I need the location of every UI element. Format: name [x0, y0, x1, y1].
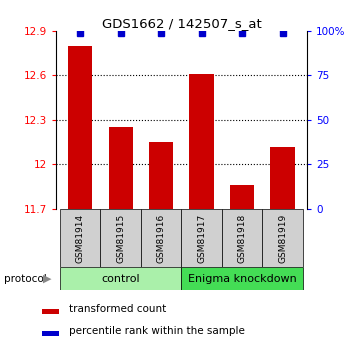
Bar — [42, 309, 60, 314]
Title: GDS1662 / 142507_s_at: GDS1662 / 142507_s_at — [101, 17, 261, 30]
Text: GSM81914: GSM81914 — [76, 214, 85, 263]
FancyBboxPatch shape — [141, 209, 182, 267]
Text: percentile rank within the sample: percentile rank within the sample — [69, 326, 245, 336]
Bar — [270, 147, 295, 209]
Bar — [109, 127, 133, 209]
Text: transformed count: transformed count — [69, 304, 166, 314]
FancyBboxPatch shape — [182, 209, 222, 267]
Text: GSM81919: GSM81919 — [278, 214, 287, 263]
Text: ▶: ▶ — [43, 274, 51, 284]
FancyBboxPatch shape — [182, 267, 303, 290]
Bar — [190, 74, 214, 209]
Bar — [149, 142, 173, 209]
Text: GSM81916: GSM81916 — [157, 214, 166, 263]
Bar — [68, 46, 92, 209]
FancyBboxPatch shape — [60, 267, 182, 290]
Text: GSM81917: GSM81917 — [197, 214, 206, 263]
Bar — [230, 185, 254, 209]
Text: Enigma knockdown: Enigma knockdown — [188, 274, 296, 284]
FancyBboxPatch shape — [222, 209, 262, 267]
Text: protocol: protocol — [4, 274, 46, 284]
Text: GSM81918: GSM81918 — [238, 214, 247, 263]
FancyBboxPatch shape — [100, 209, 141, 267]
Text: GSM81915: GSM81915 — [116, 214, 125, 263]
FancyBboxPatch shape — [60, 209, 100, 267]
Text: control: control — [101, 274, 140, 284]
Bar — [42, 331, 60, 336]
FancyBboxPatch shape — [262, 209, 303, 267]
